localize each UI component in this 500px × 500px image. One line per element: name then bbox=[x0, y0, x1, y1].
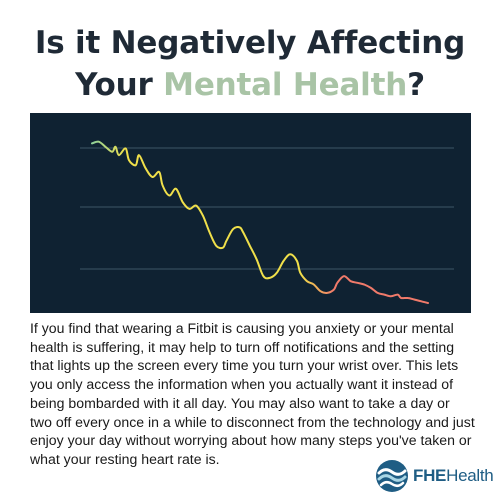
grid-lines bbox=[80, 147, 454, 270]
title-your: Your bbox=[75, 67, 164, 103]
title-accent: Mental Health bbox=[163, 67, 408, 103]
title-question-mark: ? bbox=[407, 67, 425, 103]
wave-logo-icon bbox=[376, 460, 408, 492]
fhe-health-logo[interactable]: FHEHealth bbox=[375, 459, 494, 493]
line-chart bbox=[80, 140, 454, 304]
logo-wordmark: FHEHealth bbox=[413, 466, 494, 486]
logo-name-bold: FHE bbox=[413, 466, 447, 485]
body-paragraph: If you find that wearing a Fitbit is cau… bbox=[30, 320, 475, 467]
series-layer bbox=[91, 140, 429, 304]
chart-panel bbox=[30, 113, 471, 313]
title-line-2: Your Mental Health? bbox=[0, 64, 500, 106]
series-line bbox=[91, 140, 429, 304]
page-title: Is it Negatively Affecting Your Mental H… bbox=[0, 22, 500, 106]
logo-name-regular: Health bbox=[446, 466, 494, 485]
title-line-1: Is it Negatively Affecting bbox=[34, 25, 466, 61]
